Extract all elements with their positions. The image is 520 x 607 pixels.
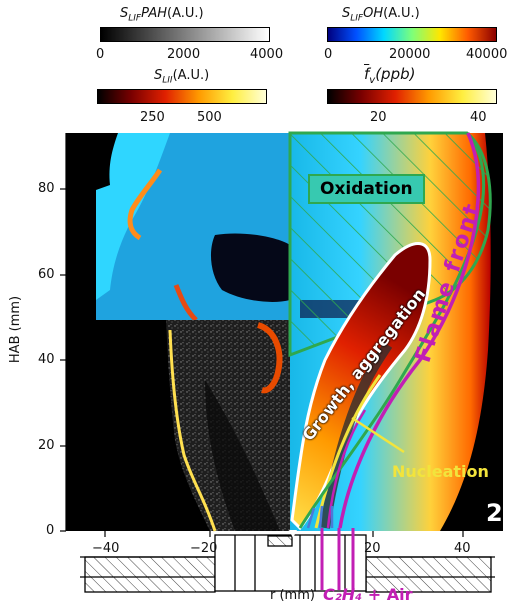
y-axis-label: HAB (mm) [8,295,24,364]
xtick-m40: −40 [92,541,120,556]
pah-orange-streak [127,168,163,241]
flame-front-line-inner [326,409,367,529]
flow-arrows [306,505,334,529]
ytick-40: 40 [38,352,55,367]
lii-tick-0: 250 [140,110,165,125]
pah-lif-highlight [96,133,170,300]
fv-colorbar-title: fv(ppb) [364,65,416,86]
oxidation-label: Oxidation [308,174,425,204]
ytick-20: 20 [38,438,55,453]
ytick-80: 80 [38,181,55,196]
oh-tick-1: 20000 [389,47,431,62]
xtick-m20: −20 [190,541,218,556]
nucleation-leader [351,416,405,454]
fuel-label: C₂H₄ + Air [323,585,412,604]
fv-tick-0: 20 [370,110,387,125]
flame-boundary [298,132,486,529]
x-axis-label: r (mm) [270,588,315,603]
x-axis [104,531,464,537]
y-axis [60,133,67,532]
fuel-inlet-arrows [320,528,355,590]
fuel-formula: C₂H₄ [323,585,363,604]
flame-front-line-outer [338,132,481,529]
pah-colorbar [100,27,270,42]
pah-tick-2: 4000 [250,47,284,62]
lii-inner-dark [205,380,280,531]
panel-number: 2 [486,499,503,527]
nucleation-label: Nucleation [392,462,489,481]
lii-edge-streak [168,329,217,532]
ytick-60: 60 [38,267,55,282]
pah-dark-notch [96,133,118,190]
oh-tick-0: 0 [324,47,333,62]
lii-colorbar [97,89,267,104]
pah-orange-streak-2 [173,284,198,322]
xtick-20: 20 [364,541,381,556]
lii-tick-1: 500 [197,110,222,125]
fv-tick-1: 40 [470,110,487,125]
lii-colorbar-title: SLII(A.U.) [154,68,210,86]
oh-colorbar-title: SLIFOH(A.U.) [342,6,420,24]
ytick-0: 0 [46,523,55,538]
xtick-40: 40 [454,541,471,556]
pah-colorbar-title: SLIFPAH(A.U.) [120,6,204,24]
pah-dark-region [210,233,290,302]
oh-tick-2: 40000 [466,47,508,62]
burner-drawing [80,534,495,593]
oh-colorbar [327,27,497,42]
fuel-suffix: + Air [362,585,413,604]
center-marker [289,530,297,538]
fv-colorbar [327,89,497,104]
pah-tick-1: 2000 [167,47,201,62]
nucleation-channel [320,342,393,529]
lii-red-arc [256,322,283,394]
pah-tick-0: 0 [96,47,105,62]
